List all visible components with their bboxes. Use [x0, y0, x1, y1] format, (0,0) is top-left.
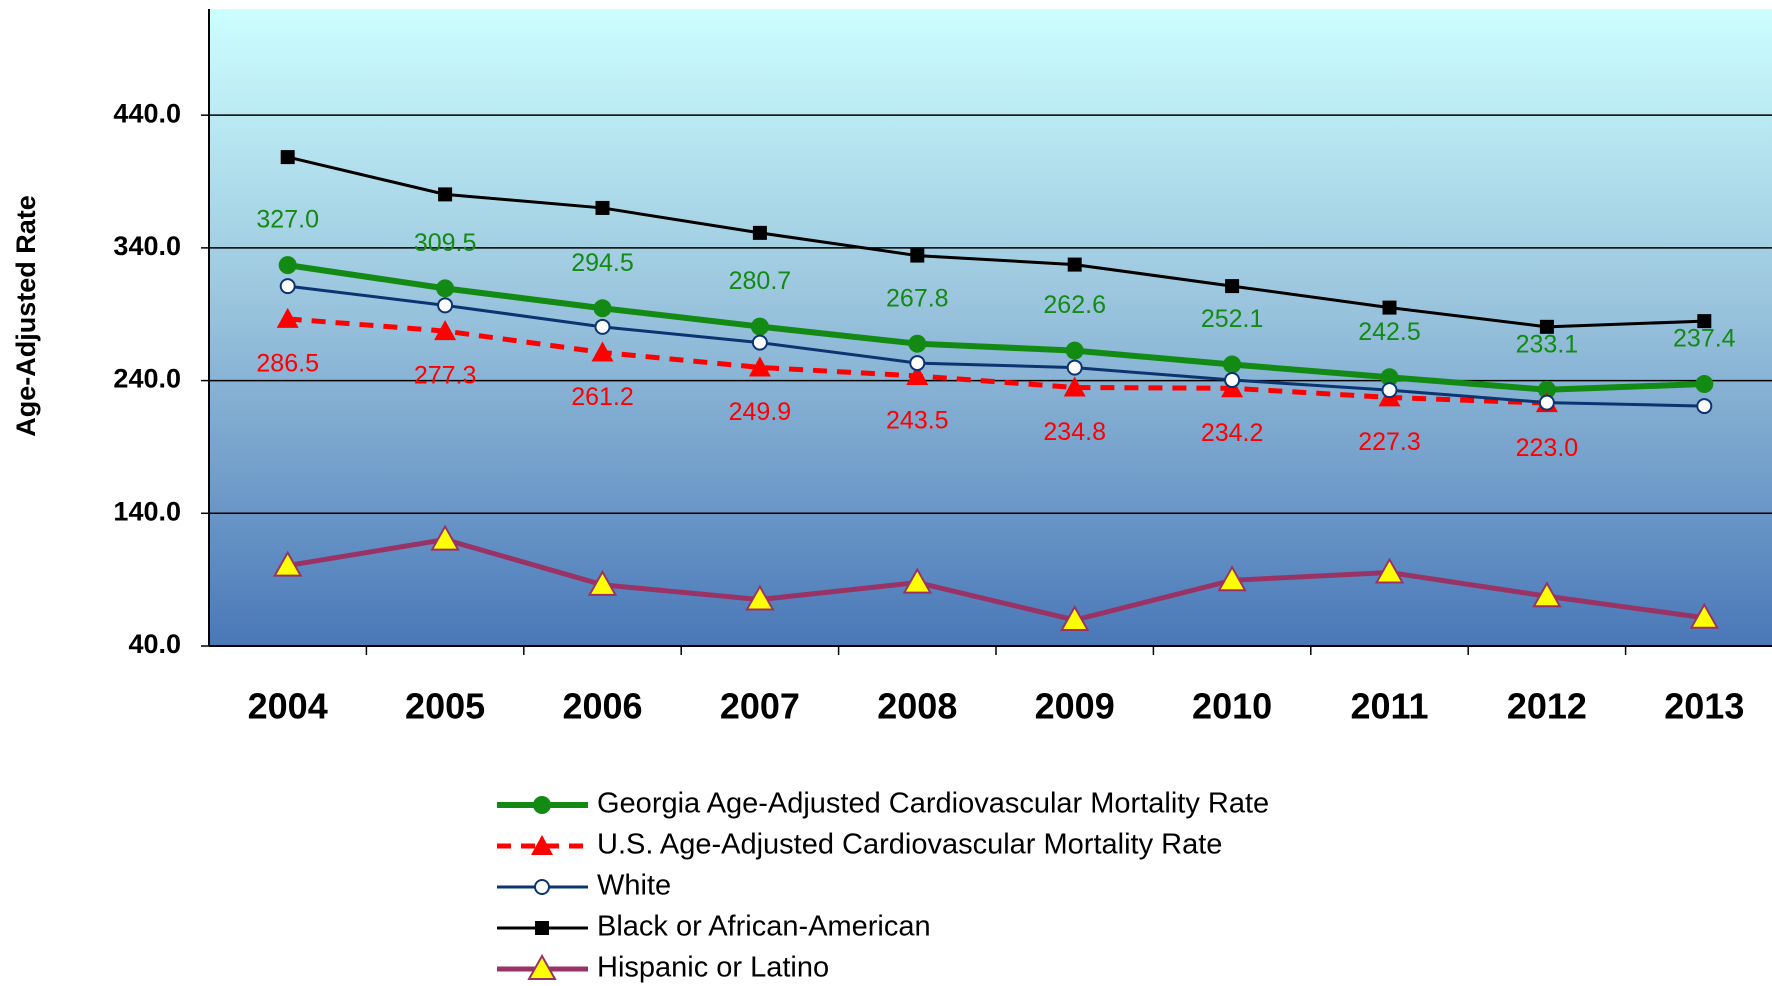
marker [595, 200, 610, 215]
marker [1067, 257, 1082, 272]
legend-label: Hispanic or Latino [597, 952, 829, 984]
marker [279, 278, 296, 295]
data-label: 223.0 [1516, 434, 1579, 462]
marker [906, 364, 929, 385]
data-label: 280.7 [729, 267, 792, 295]
legend-label: Georgia Age-Adjusted Cardiovascular Mort… [597, 788, 1269, 820]
marker [902, 567, 933, 594]
y-axis-title: Age-Adjusted Rate [11, 195, 41, 437]
x-tick-label: 2006 [562, 686, 642, 727]
x-tick-label: 2013 [1664, 686, 1744, 727]
marker [750, 317, 769, 336]
data-label: 237.4 [1673, 325, 1736, 353]
marker [533, 796, 551, 814]
marker [1225, 279, 1240, 294]
marker [531, 835, 553, 855]
y-tick-label: 340.0 [113, 231, 181, 261]
marker [1380, 368, 1399, 387]
marker [910, 248, 925, 263]
x-tick-label: 2012 [1507, 686, 1587, 727]
data-label: 267.8 [886, 284, 949, 312]
marker [1381, 382, 1398, 399]
marker [1532, 581, 1562, 608]
data-label: 249.9 [729, 398, 792, 426]
x-tick-label: 2010 [1192, 686, 1272, 727]
marker [1695, 375, 1714, 394]
y-tick-label: 440.0 [113, 98, 181, 128]
marker [278, 256, 297, 275]
marker [280, 150, 295, 165]
marker [1224, 372, 1241, 389]
x-tick-label: 2007 [720, 686, 800, 727]
marker [1538, 394, 1555, 411]
series-line [287, 537, 1705, 623]
data-label: 286.5 [256, 349, 319, 377]
series-line [287, 262, 1705, 393]
marker [1697, 314, 1712, 329]
marker [1223, 355, 1242, 374]
marker [745, 584, 775, 611]
marker [1217, 565, 1247, 592]
legend-label: Black or African-American [597, 911, 931, 943]
data-label: 243.5 [886, 407, 949, 435]
y-tick-label: 240.0 [113, 364, 181, 394]
data-label: 252.1 [1201, 305, 1264, 333]
marker [1066, 359, 1083, 376]
marker [1689, 602, 1720, 629]
legend-label: White [597, 870, 671, 902]
marker [437, 297, 454, 314]
marker [751, 334, 768, 351]
x-tick-label: 2005 [405, 686, 485, 727]
marker [909, 355, 926, 372]
marker [591, 341, 614, 362]
marker [1063, 376, 1086, 397]
marker [436, 279, 455, 298]
data-label: 227.3 [1358, 428, 1421, 456]
marker [1059, 604, 1090, 631]
marker [438, 187, 453, 202]
data-label: 277.3 [414, 362, 477, 390]
marker [1696, 398, 1713, 415]
marker [908, 334, 927, 353]
x-tick-label: 2011 [1350, 686, 1428, 727]
data-label: 242.5 [1358, 318, 1421, 346]
marker [434, 320, 457, 341]
x-tick-label: 2009 [1035, 686, 1115, 727]
y-tick-label: 40.0 [128, 629, 181, 659]
marker [534, 879, 550, 895]
data-label: 233.1 [1516, 330, 1579, 358]
legend-label: U.S. Age-Adjusted Cardiovascular Mortali… [597, 829, 1222, 861]
marker [276, 307, 299, 328]
marker [535, 921, 549, 935]
marker [1374, 557, 1405, 584]
x-tick-label: 2004 [248, 686, 328, 727]
data-label: 234.2 [1201, 419, 1264, 447]
marker [593, 299, 612, 318]
y-tick-label: 140.0 [113, 496, 181, 526]
series-line [287, 155, 1705, 329]
data-label: 261.2 [571, 383, 634, 411]
data-label: 234.8 [1043, 418, 1106, 446]
data-label: 262.6 [1043, 291, 1106, 319]
marker [1382, 300, 1397, 315]
marker [1539, 319, 1554, 334]
marker [594, 318, 611, 335]
marker [1537, 380, 1556, 399]
marker [272, 550, 303, 577]
marker [587, 569, 618, 596]
x-tick-label: 2008 [877, 686, 957, 727]
marker [748, 356, 771, 377]
data-label: 294.5 [571, 249, 634, 277]
marker [752, 225, 767, 240]
data-label: 309.5 [414, 229, 477, 257]
series-line [287, 284, 1705, 408]
marker [527, 953, 557, 980]
marker [1065, 341, 1084, 360]
data-label: 327.0 [256, 206, 319, 234]
marker [430, 524, 460, 551]
